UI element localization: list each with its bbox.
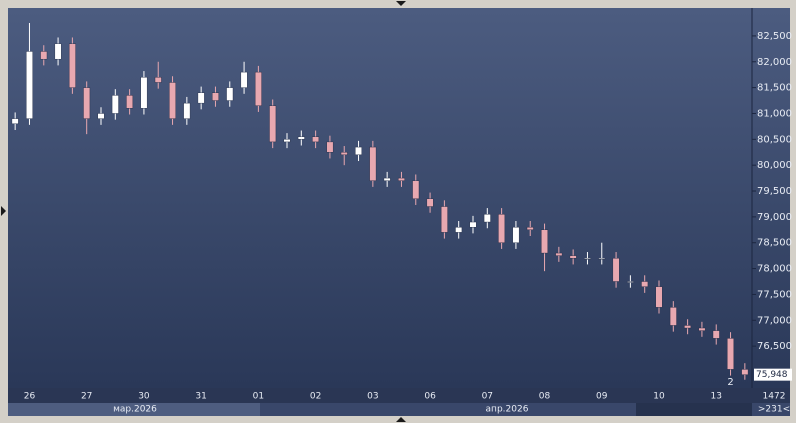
y-tick-label: 81,500: [757, 83, 792, 94]
candle-body: [183, 102, 191, 119]
candle-body: [612, 258, 620, 282]
plot-background: [8, 8, 790, 388]
x-tick-label: 03: [367, 392, 378, 402]
candle-body: [126, 95, 134, 109]
candle-body: [283, 139, 291, 143]
date-strip: [8, 388, 790, 403]
candle-body: [26, 51, 33, 119]
candle-body: [111, 95, 119, 114]
candle-body: [169, 82, 176, 119]
candle-body: [97, 113, 105, 119]
price-marker: [754, 368, 792, 381]
x-tick-label: 08: [539, 392, 551, 402]
candle-body: [727, 338, 734, 370]
candle-body: [669, 307, 677, 326]
candle-body: [626, 281, 634, 283]
y-tick-label: 82,500: [757, 31, 792, 42]
candle-body: [741, 369, 749, 375]
x-tick-label: 13: [711, 392, 722, 402]
scroll-arrow[interactable]: [1, 206, 6, 216]
y-tick-label: 80,500: [757, 134, 792, 145]
candle-body: [498, 214, 506, 243]
candle-body: [455, 227, 463, 233]
candle-body: [440, 206, 448, 233]
candle-body: [226, 87, 234, 101]
candle-body: [212, 92, 219, 101]
month-band: [636, 403, 752, 416]
scroll-arrow[interactable]: [396, 417, 406, 422]
candle-body: [641, 281, 649, 287]
candle-body: [68, 43, 76, 88]
x-tick-label: 27: [81, 392, 92, 402]
x-tick-label: 01: [253, 392, 264, 402]
candle-body: [383, 177, 391, 181]
y-tick-label: 78,000: [757, 264, 792, 275]
candle-body: [512, 227, 520, 243]
x-tick-label: 06: [424, 392, 436, 402]
candle-body: [340, 152, 348, 156]
y-tick-label: 82,000: [757, 57, 792, 68]
candle-body: [598, 258, 606, 260]
candle-body: [140, 77, 148, 109]
footer-range[interactable]: >231<: [758, 405, 790, 415]
y-tick-label: 79,000: [757, 212, 792, 223]
y-tick-label: 80,000: [757, 160, 792, 171]
y-tick-label: 77,500: [757, 289, 792, 300]
candle-body: [355, 146, 362, 156]
scroll-arrow[interactable]: [396, 1, 406, 6]
x-tick-label: 02: [310, 392, 321, 402]
candle-body: [398, 177, 405, 181]
month-label: апр.2026: [486, 405, 529, 415]
month-label: мар.2026: [113, 405, 157, 415]
candle-body: [541, 229, 548, 254]
candle-body: [11, 118, 19, 125]
footer-count: 1472: [763, 392, 786, 402]
candle-body: [326, 141, 334, 153]
month-band: [8, 403, 260, 416]
candle-body: [240, 71, 248, 88]
x-tick-label: 26: [24, 392, 36, 402]
price-label: 75,948: [756, 370, 788, 380]
candle-body: [312, 136, 320, 143]
candle-body: [555, 252, 563, 256]
marker-label: 2: [727, 377, 733, 388]
candle-body: [297, 136, 305, 140]
x-tick-label: 07: [482, 392, 493, 402]
candle-body: [526, 227, 534, 230]
candle-body: [369, 146, 377, 181]
candle-body: [426, 198, 434, 207]
y-tick-label: 78,500: [757, 238, 792, 249]
candle-body: [254, 71, 262, 106]
y-tick-label: 79,500: [757, 186, 792, 197]
candle-body: [698, 327, 706, 331]
candle-body: [483, 214, 491, 223]
candle-body: [684, 325, 692, 329]
y-tick-label: 77,000: [757, 315, 792, 326]
x-tick-label: 31: [195, 392, 206, 402]
candle-body: [83, 87, 91, 119]
candle-body: [269, 105, 277, 143]
candle-body: [197, 92, 205, 104]
x-tick-label: 10: [653, 392, 665, 402]
candle-body: [412, 180, 420, 199]
candle-body: [712, 330, 720, 339]
candle-body: [40, 51, 48, 60]
x-tick-label: 09: [596, 392, 608, 402]
candle-body: [569, 255, 577, 259]
candle-body: [54, 43, 62, 60]
y-tick-label: 81,000: [757, 108, 792, 119]
y-tick-label: 76,500: [757, 341, 792, 352]
candle-body: [584, 258, 591, 260]
candle-body: [154, 77, 162, 83]
candle-body: [469, 221, 477, 228]
candle-body: [655, 286, 663, 308]
x-tick-label: 30: [138, 392, 150, 402]
